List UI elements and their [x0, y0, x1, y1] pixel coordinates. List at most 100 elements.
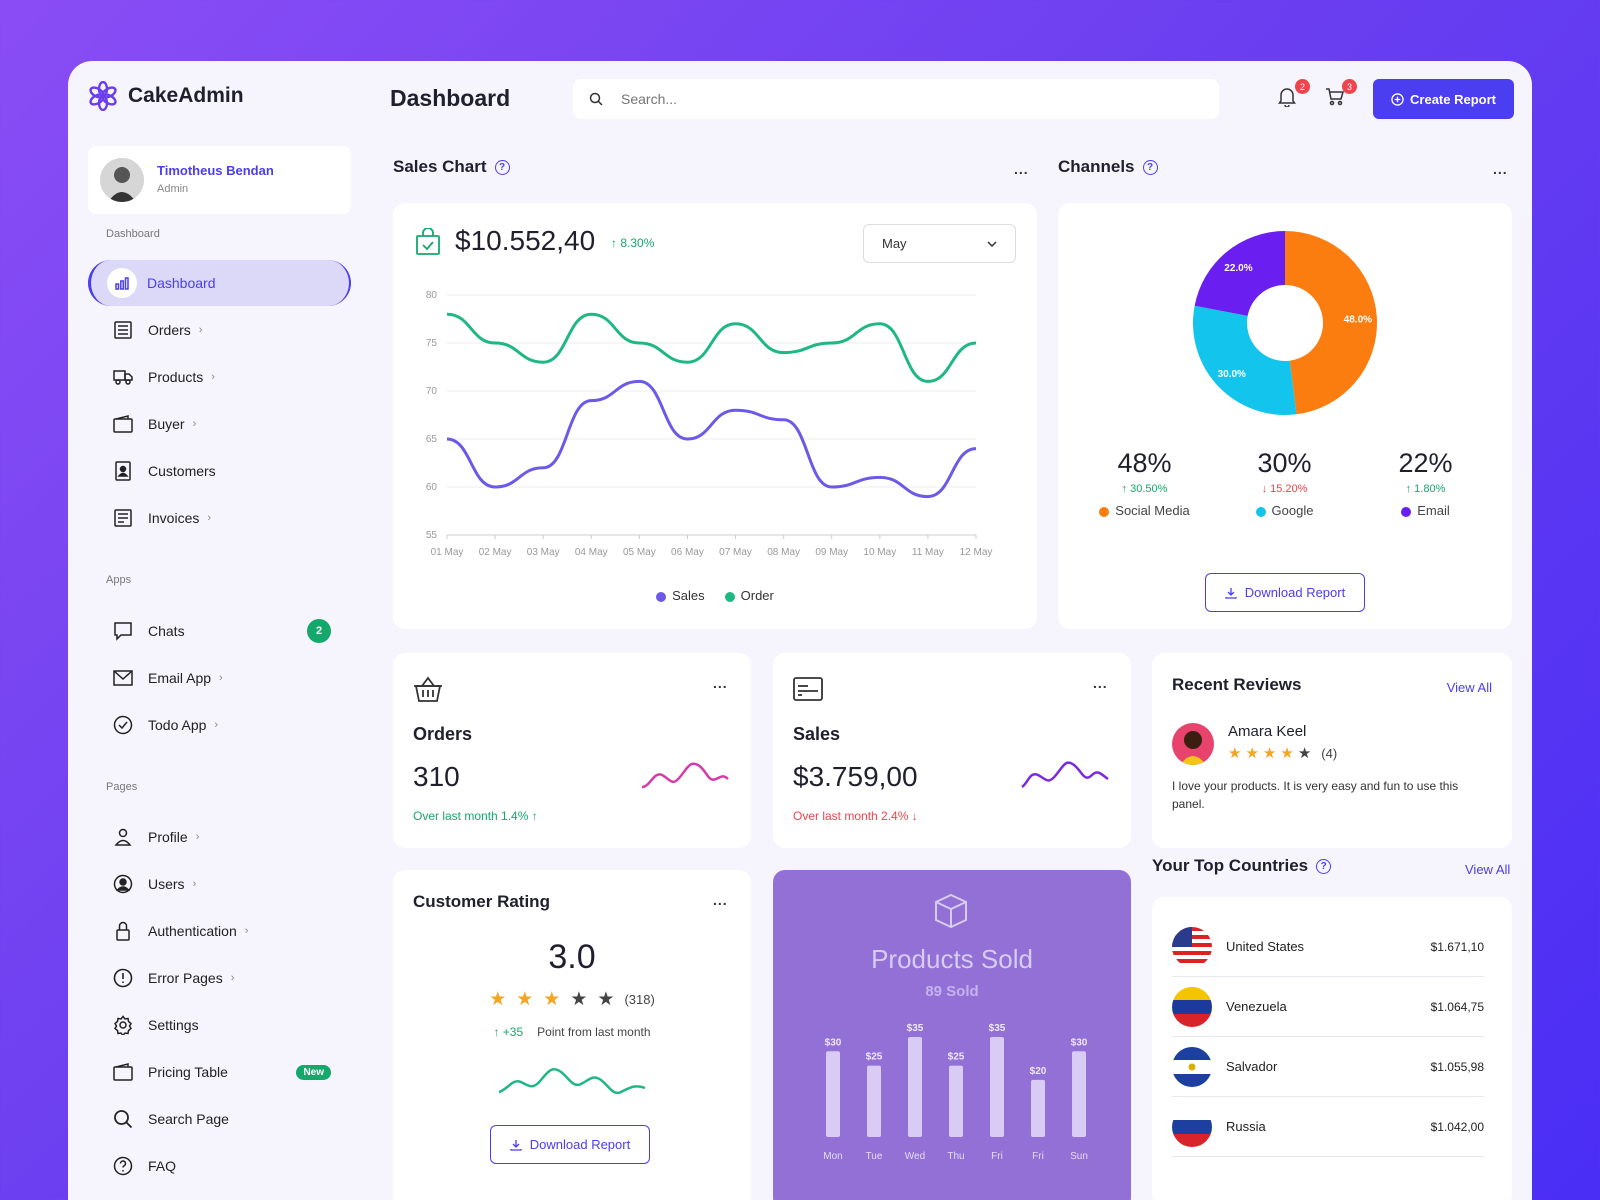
sidebar-item-settings[interactable]: Settings: [88, 1002, 351, 1048]
bell-icon: [1278, 88, 1296, 108]
rating-score: 3.0: [548, 938, 596, 976]
month-select[interactable]: May: [863, 224, 1016, 263]
page-title: Dashboard: [390, 85, 511, 111]
sidebar-item-faq[interactable]: FAQ: [88, 1143, 351, 1189]
truck-icon: [112, 366, 134, 388]
x-tick-label: 01 May: [431, 547, 464, 558]
help-icon[interactable]: ?: [1142, 159, 1158, 175]
help-icon[interactable]: ?: [1316, 858, 1332, 874]
sidebar-item-search-page[interactable]: Search Page: [88, 1096, 351, 1142]
sidebar-item-authentication[interactable]: Authentication ›: [88, 908, 351, 954]
channels-menu-button[interactable]: ...: [1493, 161, 1508, 177]
gear-icon: [112, 1014, 134, 1036]
chevron-right-icon: ›: [192, 418, 197, 430]
sidebar-item-pricing-table[interactable]: Pricing Table New: [88, 1049, 351, 1095]
help-icon[interactable]: ?: [494, 159, 510, 175]
section-label-apps: Apps: [106, 574, 132, 586]
box-icon: [935, 893, 967, 929]
sidebar-item-todo-app[interactable]: Todo App ›: [88, 702, 351, 748]
bar-category-label: Mon: [823, 1151, 842, 1162]
sidebar-item-chats[interactable]: Chats 2: [88, 608, 351, 654]
sidebar-item-error-pages[interactable]: Error Pages ›: [88, 955, 351, 1001]
customer-rating-title: Customer Rating: [413, 892, 550, 911]
bar-category-label: Fri: [991, 1151, 1003, 1162]
sidebar-item-dashboard[interactable]: Dashboard: [88, 260, 351, 306]
app-window: CakeAdmin Timotheus Bendan Admin Dashboa…: [68, 61, 1532, 1200]
sales-change: ↑ 8.30%: [611, 236, 655, 250]
rating-delta-text: Point from last month: [537, 1025, 651, 1039]
bar-value-label: $30: [1071, 1037, 1088, 1048]
sidebar-item-buyer[interactable]: Buyer ›: [88, 401, 351, 447]
app-logo[interactable]: CakeAdmin: [88, 81, 244, 111]
sidebar-item-invoices[interactable]: Invoices ›: [88, 495, 351, 541]
search-bar[interactable]: [573, 79, 1219, 119]
section-label-dashboard: Dashboard: [106, 228, 160, 240]
x-tick-label: 09 May: [815, 547, 848, 558]
country-name: Venezuela: [1226, 999, 1287, 1014]
channel-stat: 30% ↓ 15.20% Google: [1222, 448, 1347, 518]
channel-pct: 22%: [1398, 448, 1453, 478]
sidebar-item-label: Todo App: [148, 717, 207, 733]
country-row[interactable]: Russia $1.042,00: [1172, 1097, 1484, 1157]
plus-circle-icon: [1391, 92, 1404, 106]
sidebar-item-profile[interactable]: Profile ›: [88, 814, 351, 860]
x-tick-label: 07 May: [719, 547, 752, 558]
orders-menu-button[interactable]: ...: [713, 675, 728, 691]
x-tick-label: 02 May: [479, 547, 512, 558]
country-row[interactable]: United States $1.671,10: [1172, 917, 1484, 977]
salvador-flag-icon: [1172, 1046, 1212, 1087]
reviews-title: Recent Reviews: [1172, 675, 1302, 694]
notifications-button[interactable]: 2: [1278, 79, 1310, 111]
channel-dot: [1099, 506, 1110, 517]
customer-rating-menu-button[interactable]: ...: [713, 892, 728, 908]
sidebar-item-products[interactable]: Products ›: [88, 354, 351, 400]
y-tick-label: 75: [426, 338, 438, 349]
sidebar-item-users[interactable]: Users ›: [88, 861, 351, 907]
countries-view-all-link[interactable]: View All: [1465, 862, 1511, 877]
top-countries-card: United States $1.671,10 Venezuela $1.064,75…: [1152, 897, 1512, 1200]
sidebar-item-label: Pricing Table: [148, 1064, 228, 1080]
search-input[interactable]: [621, 91, 1181, 107]
star-empty-icon: ★: [570, 989, 588, 1010]
products-sold-card: Products Sold 89 Sold $30 Mon $25 Tue $35 Wed…: [773, 870, 1131, 1200]
star-filled-icon: ★: [543, 989, 561, 1010]
bar-value-label: $35: [989, 1023, 1006, 1034]
channel-label: Google: [1222, 503, 1347, 518]
sidebar-item-customers[interactable]: Customers: [88, 448, 351, 494]
channels-card: 48.0% 30.0% 22.0% 48% ↑ 30.50% Social Media 3…: [1058, 203, 1512, 629]
bar: [949, 1065, 963, 1137]
channel-label: Email: [1363, 503, 1488, 518]
pie-slice-label: 48.0%: [1344, 314, 1372, 325]
sales-note: Over last month 2.4% ↓: [793, 809, 918, 823]
channel-stat: 22% ↑ 1.80% Email: [1363, 448, 1488, 518]
download-icon: [510, 1139, 522, 1151]
star-empty-icon: ★: [1297, 745, 1312, 762]
orders-sparkline: [641, 762, 729, 789]
notification-count-badge: 2: [1295, 79, 1310, 94]
country-row[interactable]: Venezuela $1.064,75: [1172, 977, 1484, 1037]
cart-count-badge: 3: [1342, 79, 1357, 94]
x-tick-label: 05 May: [623, 547, 656, 558]
channel-stat: 48% ↑ 30.50% Social Media: [1082, 448, 1207, 518]
sidebar-item-label: Orders: [148, 322, 191, 338]
user-card[interactable]: Timotheus Bendan Admin: [88, 146, 351, 214]
sidebar-item-orders[interactable]: Orders ›: [88, 307, 351, 353]
reviewer-avatar: [1172, 723, 1214, 765]
cart-button[interactable]: 3: [1325, 79, 1357, 111]
search-icon: [589, 92, 603, 106]
reviews-view-all-link[interactable]: View All: [1446, 680, 1492, 695]
rating-download-report-button[interactable]: Download Report: [490, 1125, 650, 1164]
country-row[interactable]: Salvador $1.055,98: [1172, 1037, 1484, 1097]
us-flag-icon: [1172, 926, 1212, 967]
bar-value-label: $35: [907, 1023, 924, 1034]
create-report-button[interactable]: Create Report: [1373, 79, 1514, 119]
sales-chart-menu-button[interactable]: ...: [1014, 161, 1029, 177]
sales-menu-button[interactable]: ...: [1093, 675, 1108, 691]
channel-dot: [1255, 506, 1266, 517]
sidebar-item-email-app[interactable]: Email App ›: [88, 655, 351, 701]
legend-label: Order: [740, 588, 774, 603]
channels-donut-chart: 48.0% 30.0% 22.0%: [1193, 231, 1378, 415]
channels-download-report-button[interactable]: Download Report: [1205, 573, 1365, 612]
bar-category-label: Sun: [1070, 1151, 1088, 1162]
sidebar-item-label: Customers: [148, 463, 216, 479]
